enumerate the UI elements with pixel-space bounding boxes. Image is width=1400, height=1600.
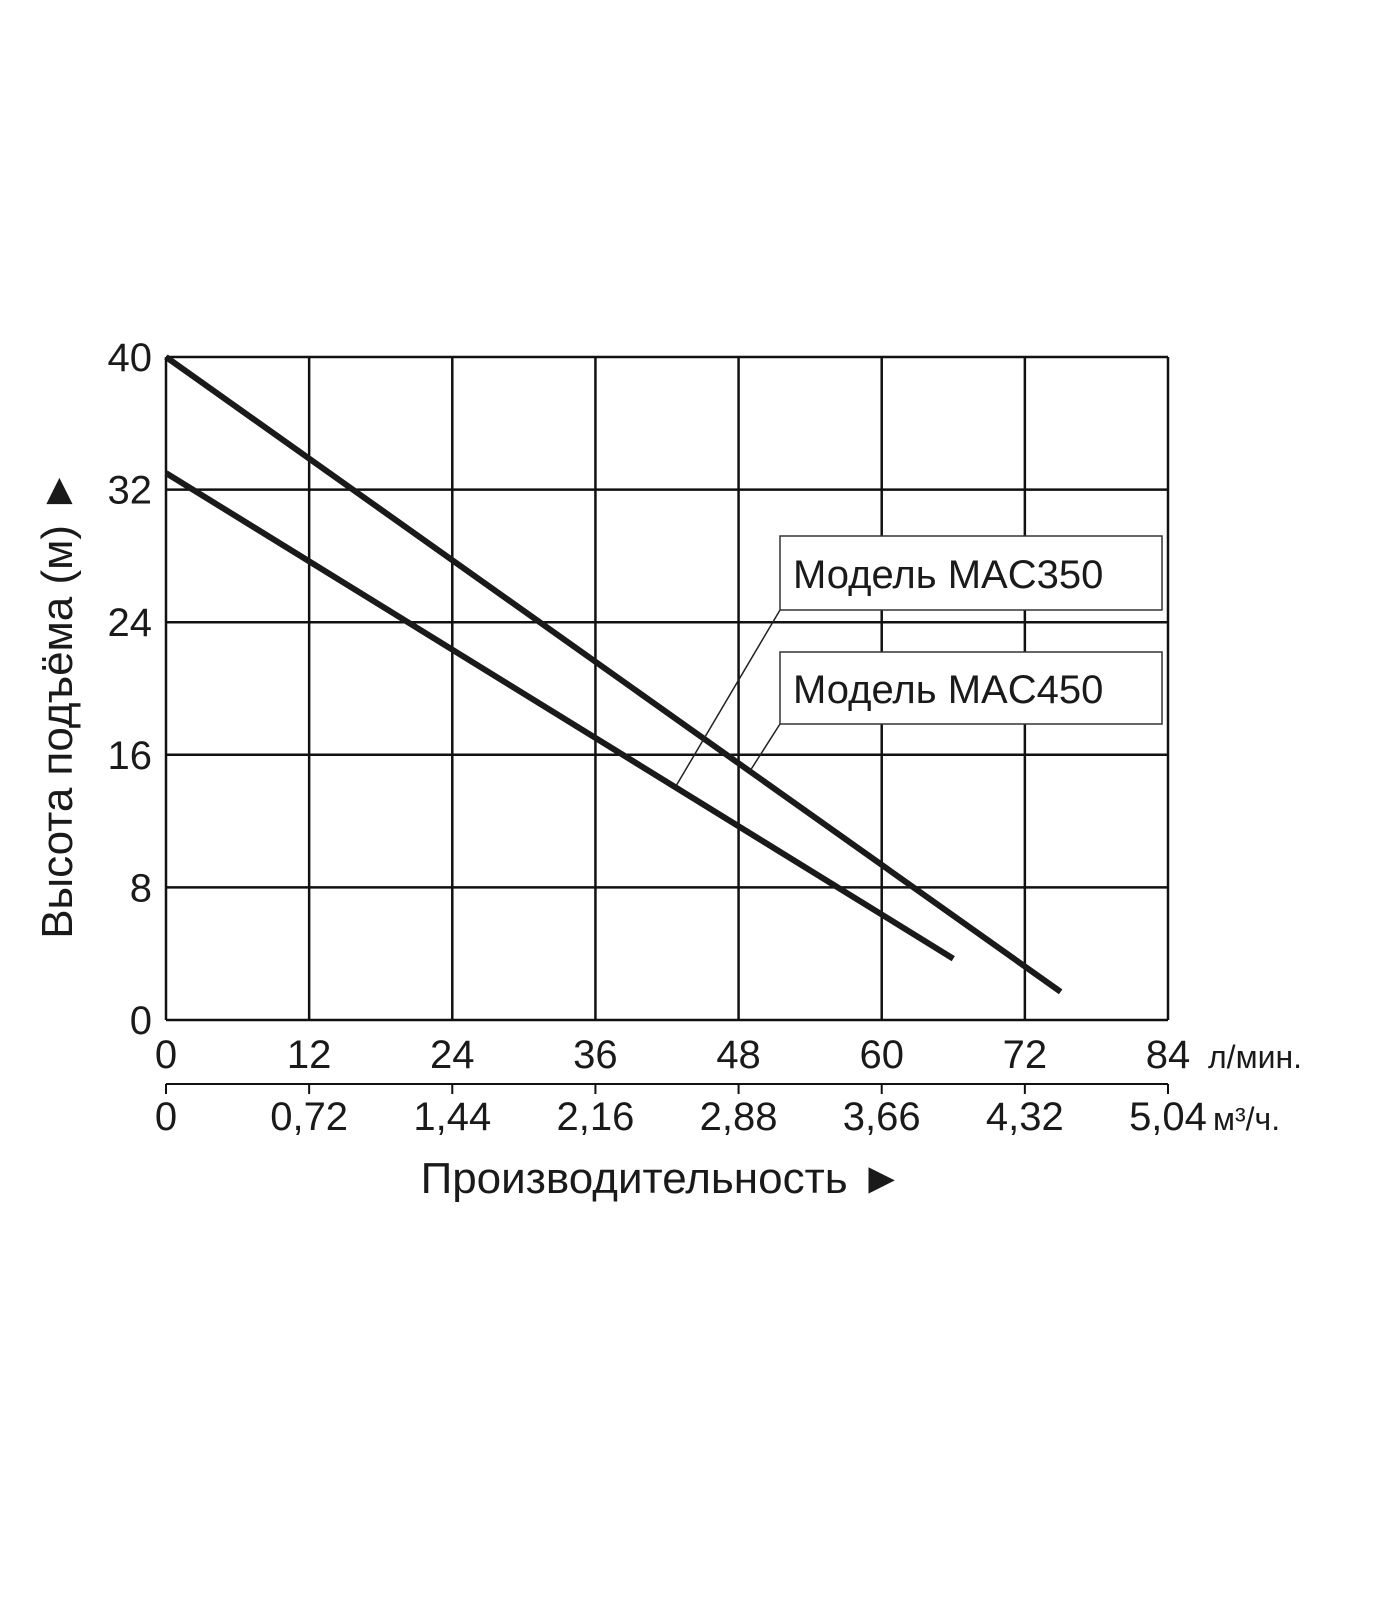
label-mac450: Модель MAC450: [793, 668, 1103, 712]
series-lines: [164, 354, 1063, 995]
leader-line-mac450: [749, 723, 781, 772]
x2-tick-label: 2,16: [556, 1095, 634, 1139]
x2-tick-label: 4,32: [986, 1095, 1064, 1139]
series-line-mac450: [164, 354, 1063, 995]
x2-unit-label: м³/ч.: [1213, 1101, 1280, 1137]
y-tick-label: 40: [108, 336, 153, 380]
x-tick-label: 48: [716, 1033, 761, 1077]
label-mac350: Модель MAC350: [793, 553, 1103, 597]
grid: [164, 355, 1170, 1094]
x-tick-label: 0: [155, 1033, 177, 1077]
x-tick-label: 84: [1146, 1033, 1191, 1077]
y-tick-label: 8: [130, 866, 152, 910]
leader-line-mac350: [675, 609, 781, 787]
x2-tick-label: 0: [155, 1095, 177, 1139]
annotation-mac350: Модель MAC350: [675, 535, 1163, 787]
x2-tick-label: 2,88: [700, 1095, 778, 1139]
label-box-mac350: [779, 535, 1163, 611]
tick-labels: 00120,72241,44362,16482,88603,66724,3284…: [108, 336, 1207, 1139]
x2-tick-label: 5,04: [1129, 1095, 1207, 1139]
x-tick-label: 12: [287, 1033, 332, 1077]
y-tick-label: 24: [108, 601, 153, 645]
annotation-mac450: Модель MAC450: [749, 651, 1163, 772]
x-unit-label: л/мин.: [1208, 1039, 1302, 1075]
x2-tick-label: 1,44: [413, 1095, 491, 1139]
y-tick-label: 16: [108, 734, 153, 778]
x2-tick-label: 0,72: [270, 1095, 348, 1139]
x2-tick-label: 3,66: [843, 1095, 921, 1139]
y-tick-label: 32: [108, 469, 153, 513]
label-box-mac450: [779, 651, 1163, 725]
x-axis-label: Производительность ►: [421, 1154, 904, 1203]
x-tick-label: 72: [1003, 1033, 1048, 1077]
x-tick-label: 36: [573, 1033, 618, 1077]
y-axis-label: Высота подъёма (м) ►: [33, 469, 82, 939]
series-line-mac350: [164, 470, 955, 962]
x-tick-label: 60: [859, 1033, 904, 1077]
x-tick-label: 24: [430, 1033, 475, 1077]
y-tick-label: 0: [130, 999, 152, 1043]
